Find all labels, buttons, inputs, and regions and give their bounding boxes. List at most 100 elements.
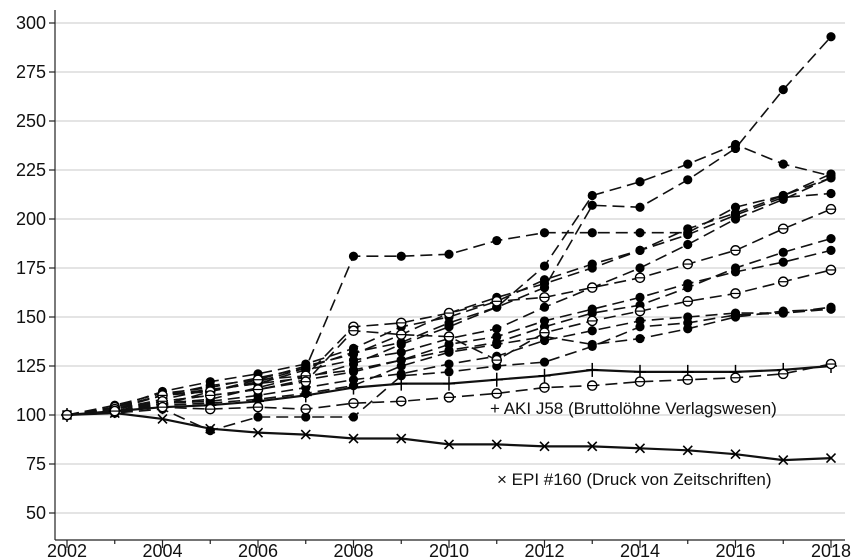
data-point bbox=[730, 288, 741, 299]
data-point bbox=[348, 412, 359, 422]
data-point bbox=[730, 263, 741, 273]
series-markers bbox=[61, 32, 837, 466]
data-point bbox=[396, 433, 407, 444]
data-point bbox=[443, 376, 455, 391]
data-point bbox=[587, 190, 597, 201]
data-point bbox=[683, 239, 693, 250]
y-tick-label: 200 bbox=[16, 209, 46, 229]
data-point bbox=[396, 371, 406, 381]
data-point bbox=[730, 449, 741, 460]
data-point bbox=[634, 443, 646, 454]
data-point bbox=[253, 412, 263, 422]
data-point bbox=[730, 214, 741, 224]
data-point bbox=[252, 401, 264, 413]
data-point bbox=[586, 315, 598, 327]
y-tick-label: 250 bbox=[16, 111, 46, 131]
y-tick-label: 300 bbox=[16, 13, 46, 33]
data-point bbox=[348, 365, 359, 375]
data-point bbox=[825, 203, 837, 215]
data-point bbox=[157, 401, 168, 413]
data-point bbox=[682, 445, 693, 456]
data-point bbox=[348, 397, 359, 409]
data-point bbox=[300, 376, 312, 387]
data-point bbox=[539, 302, 550, 312]
series-line-5 bbox=[66, 36, 832, 416]
data-point bbox=[492, 339, 502, 350]
data-point bbox=[443, 331, 455, 342]
data-point bbox=[778, 247, 788, 257]
y-tick-label: 125 bbox=[16, 356, 46, 376]
data-point bbox=[635, 263, 645, 273]
data-point bbox=[730, 372, 741, 384]
x-tick-label: 2014 bbox=[620, 541, 660, 559]
data-point bbox=[157, 413, 168, 424]
data-point bbox=[777, 223, 789, 235]
data-point bbox=[826, 188, 836, 199]
data-point bbox=[587, 341, 597, 351]
data-point bbox=[443, 307, 455, 319]
data-point bbox=[682, 374, 694, 386]
data-point bbox=[492, 235, 502, 246]
x-tick-label: 2006 bbox=[238, 541, 278, 559]
data-point bbox=[396, 337, 406, 348]
x-tick-label: 2016 bbox=[715, 541, 755, 559]
data-point bbox=[491, 439, 502, 450]
y-tick-label: 150 bbox=[16, 307, 46, 327]
data-point bbox=[253, 394, 263, 404]
data-point bbox=[396, 361, 406, 371]
data-point bbox=[587, 441, 598, 452]
data-point bbox=[252, 384, 264, 395]
data-point bbox=[539, 382, 550, 393]
data-point bbox=[587, 308, 597, 318]
y-tick-label: 275 bbox=[16, 62, 46, 82]
data-point bbox=[204, 403, 216, 415]
data-point bbox=[586, 362, 599, 377]
series-line-7 bbox=[66, 192, 832, 416]
data-point bbox=[539, 261, 550, 271]
data-point bbox=[443, 392, 455, 403]
data-point bbox=[205, 426, 215, 436]
data-point bbox=[395, 395, 407, 407]
data-point bbox=[778, 85, 788, 95]
data-point bbox=[825, 453, 837, 464]
data-point bbox=[348, 381, 359, 391]
data-point bbox=[587, 228, 597, 238]
data-point bbox=[539, 275, 550, 285]
series-line-4 bbox=[66, 143, 832, 416]
tick-labels: 50 75 100 125 150 175 200 225 250 275 300 2002 2004 2… bbox=[16, 13, 851, 559]
data-point bbox=[683, 175, 693, 185]
data-point bbox=[586, 380, 598, 391]
data-point bbox=[826, 32, 836, 42]
data-point bbox=[778, 194, 788, 204]
data-point bbox=[395, 317, 407, 329]
data-point bbox=[61, 409, 73, 421]
annotation-epi-160: × EPI #160 (Druck von Zeitschriften) bbox=[497, 470, 771, 489]
annotation-aki-j58: + AKI J58 (Bruttolöhne Verlagswesen) bbox=[490, 399, 777, 418]
data-point bbox=[635, 292, 645, 302]
data-point bbox=[777, 276, 789, 288]
data-point bbox=[683, 318, 693, 328]
data-point bbox=[492, 324, 502, 334]
data-point bbox=[539, 228, 550, 238]
data-point bbox=[348, 433, 359, 444]
gridlines bbox=[55, 22, 845, 514]
data-point bbox=[634, 376, 646, 387]
data-point bbox=[778, 257, 788, 267]
data-point bbox=[683, 230, 693, 240]
data-point bbox=[682, 296, 694, 307]
data-point bbox=[205, 377, 215, 387]
y-tick-label: 225 bbox=[16, 160, 46, 180]
data-point bbox=[301, 412, 311, 422]
data-point bbox=[490, 372, 503, 387]
data-point bbox=[683, 159, 693, 169]
data-point bbox=[778, 308, 788, 318]
data-point bbox=[586, 282, 598, 293]
data-point bbox=[683, 283, 693, 293]
data-point bbox=[443, 439, 455, 450]
data-point bbox=[301, 388, 311, 399]
y-tick-label: 175 bbox=[16, 258, 46, 278]
data-point bbox=[634, 305, 646, 317]
data-point bbox=[778, 455, 789, 466]
data-point bbox=[826, 234, 836, 244]
x-tick-label: 2010 bbox=[429, 541, 469, 559]
